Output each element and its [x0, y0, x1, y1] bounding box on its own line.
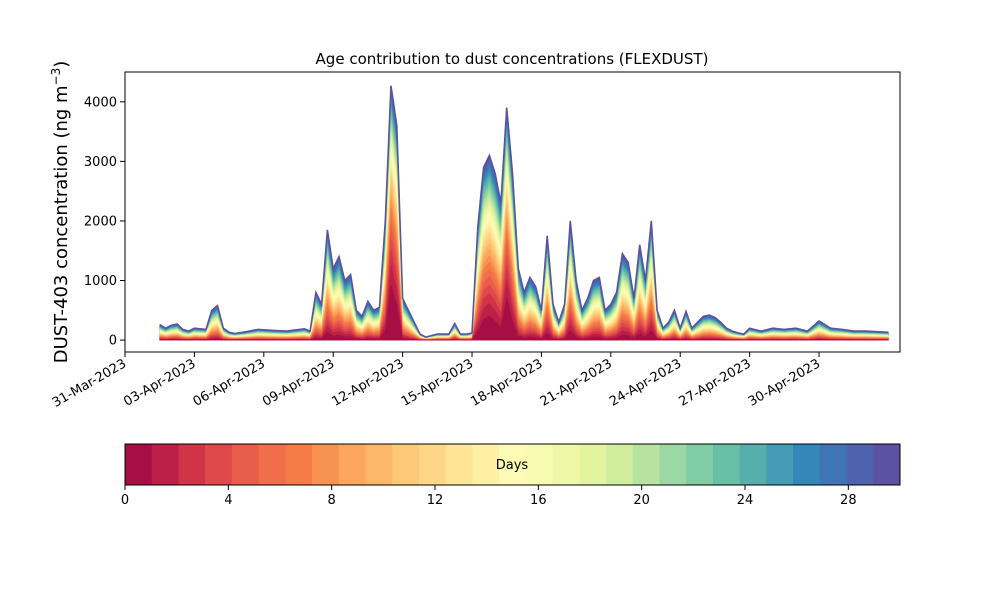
age-layer-3 [159, 236, 889, 341]
x-tick-label: 03-Apr-2023 [121, 356, 198, 409]
age-layer-4 [159, 225, 889, 341]
colorbar-swatch [793, 444, 821, 485]
colorbar-label: Days [496, 458, 529, 473]
x-tick-label: 09-Apr-2023 [260, 356, 337, 409]
age-layer-6 [159, 206, 889, 341]
age-layer-5 [159, 215, 889, 341]
age-layer-10 [159, 176, 889, 341]
age-layer-18 [159, 130, 889, 341]
colorbar-swatch [258, 444, 286, 485]
plot-frame [124, 71, 901, 353]
colorbar-tick-label: 28 [840, 493, 857, 508]
age-layer-17 [159, 135, 889, 341]
age-layer-2 [159, 249, 889, 341]
colorbar-swatch [392, 444, 420, 485]
age-layer-9 [159, 183, 889, 341]
colorbar-swatch [739, 444, 767, 485]
colorbar-tick-label: 4 [224, 493, 232, 508]
colorbar-swatch [472, 444, 500, 485]
age-layer-19 [159, 125, 889, 341]
colorbar-tick-label: 24 [737, 493, 754, 508]
colorbar-swatch [552, 444, 580, 485]
colorbar-swatch [151, 444, 179, 485]
y-tick-label: 2000 [84, 214, 117, 229]
y-tick-label: 1000 [84, 274, 117, 289]
colorbar-swatch [125, 444, 153, 485]
x-tick-label: 15-Apr-2023 [399, 356, 476, 409]
colorbar-swatch [873, 444, 901, 485]
colorbar-swatch [525, 444, 554, 485]
colorbar-swatch [846, 444, 874, 485]
y-tick-label: 3000 [84, 155, 117, 170]
colorbar-frame [124, 443, 901, 486]
age-layer-20 [159, 120, 889, 341]
age-layer-0 [159, 284, 889, 341]
colorbar-tick-label: 12 [427, 493, 444, 508]
x-tick-label: 31-Mar-2023 [50, 356, 129, 410]
colorbar-swatch [606, 444, 634, 485]
x-tick-label: 27-Apr-2023 [677, 356, 754, 409]
y-tick-label: 0 [109, 334, 117, 349]
age-layer-15 [159, 145, 889, 341]
x-tick-label: 24-Apr-2023 [607, 356, 684, 409]
colorbar-swatch [178, 444, 206, 485]
colorbar-swatch [499, 444, 527, 485]
age-layer-11 [159, 169, 889, 341]
age-layer-8 [159, 190, 889, 341]
colorbar-swatch [445, 444, 473, 485]
y-axis: 0 1000 2000 3000 4000 [84, 95, 125, 349]
colorbar-swatch [312, 444, 340, 485]
colorbar-tick-label: 16 [530, 493, 547, 508]
y-tick-label: 4000 [84, 95, 117, 110]
age-layer-14 [159, 151, 889, 341]
age-layer-12 [159, 163, 889, 341]
colorbar-swatch [365, 444, 393, 485]
colorbar-swatch [231, 444, 260, 485]
colorbar-tick-label: 0 [121, 493, 129, 508]
colorbar-tick-label: 8 [328, 493, 336, 508]
x-tick-label: 06-Apr-2023 [191, 356, 268, 409]
colorbar-swatch [418, 444, 447, 485]
colorbar-swatch [686, 444, 714, 485]
colorbar [124, 443, 901, 486]
age-layer-1 [159, 264, 889, 341]
age-layer-7 [159, 198, 889, 341]
colorbar-swatch [579, 444, 607, 485]
colorbar-tick-label: 20 [633, 493, 650, 508]
colorbar-swatch [285, 444, 313, 485]
x-axis: 31-Mar-202303-Apr-202306-Apr-202309-Apr-… [50, 352, 823, 411]
area-layers [159, 85, 889, 341]
colorbar-swatch [766, 444, 794, 485]
total-concentration-line [159, 85, 889, 338]
colorbar-swatch [632, 444, 660, 485]
x-tick-label: 30-Apr-2023 [746, 356, 823, 409]
y-axis-label-unit-exponent: −3 [49, 68, 63, 86]
age-layer-16 [159, 140, 889, 341]
colorbar-swatch [338, 444, 367, 485]
y-axis-label-main: DUST-403 concentration (ng m [51, 85, 72, 363]
colorbar-swatch [712, 444, 741, 485]
age-layer-21 [159, 115, 889, 341]
colorbar-swatch [205, 444, 233, 485]
chart-title: Age contribution to dust concentrations … [316, 50, 709, 68]
x-tick-label: 18-Apr-2023 [468, 356, 545, 409]
age-layer-13 [159, 157, 889, 341]
y-axis-label: DUST-403 concentration (ng m−3) [49, 61, 72, 364]
colorbar-axis: 0 4 8 12 16 20 24 28 [121, 485, 857, 508]
x-tick-label: 21-Apr-2023 [538, 356, 615, 409]
colorbar-swatch [819, 444, 848, 485]
y-axis-label-close: ) [51, 61, 72, 68]
x-tick-label: 12-Apr-2023 [329, 356, 406, 409]
colorbar-swatch [659, 444, 687, 485]
